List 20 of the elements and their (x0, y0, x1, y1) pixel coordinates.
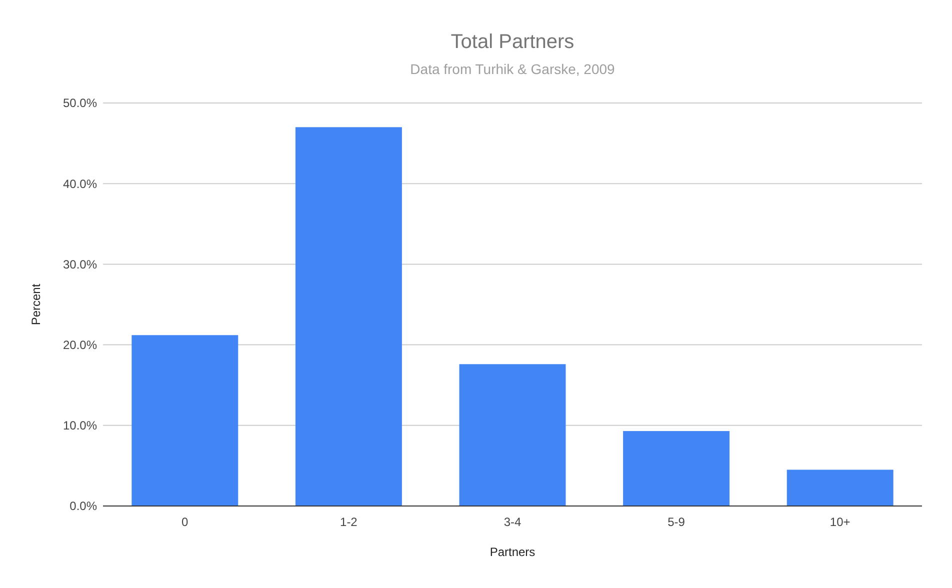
bar (132, 335, 238, 506)
y-tick-label: 20.0% (62, 338, 98, 352)
y-tick-label: 10.0% (62, 418, 98, 433)
x-tick-label: 3-4 (504, 515, 522, 529)
y-axis-title: Percent (29, 283, 43, 326)
bar (459, 364, 566, 506)
bar (786, 470, 894, 506)
x-tick-label: 10+ (830, 515, 850, 529)
bar (623, 431, 730, 506)
bar (295, 127, 402, 506)
chart-subtitle: Data from Turhik & Garske, 2009 (410, 61, 616, 77)
y-tick-label: 0.0% (70, 499, 98, 514)
x-tick-label: 1-2 (340, 515, 358, 529)
chart-title: Total Partners (450, 31, 574, 53)
x-tick-label: 5-9 (668, 515, 686, 529)
x-tick-label: 0 (182, 515, 189, 529)
y-tick-label: 30.0% (62, 257, 98, 272)
y-tick-label: 50.0% (62, 96, 98, 110)
x-axis-title: Partners (490, 545, 536, 559)
y-tick-label: 40.0% (62, 176, 98, 191)
